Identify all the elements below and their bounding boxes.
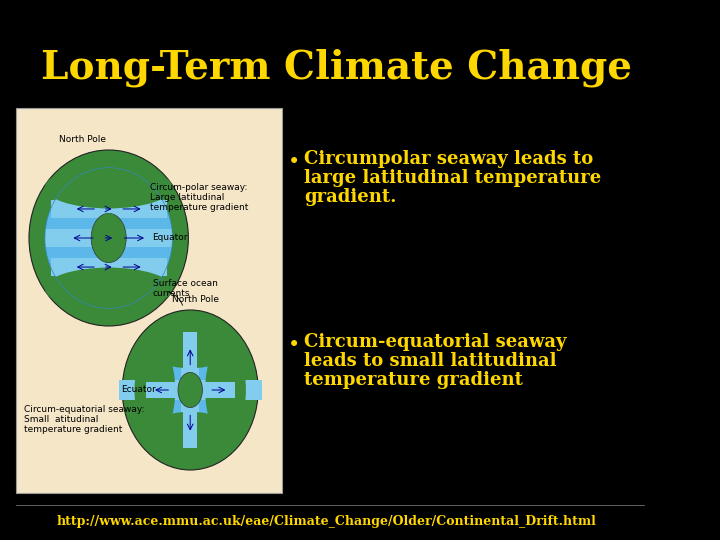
Text: Small  atitudinal: Small atitudinal xyxy=(24,415,98,424)
Text: Circumpolar seaway leads to: Circumpolar seaway leads to xyxy=(305,150,593,168)
Ellipse shape xyxy=(45,267,173,310)
Ellipse shape xyxy=(136,326,245,454)
Ellipse shape xyxy=(45,167,173,308)
Text: http://www.ace.mmu.ac.uk/eae/Climate_Change/Older/Continental_Drift.html: http://www.ace.mmu.ac.uk/eae/Climate_Cha… xyxy=(56,516,596,529)
Bar xyxy=(17,108,282,493)
Text: •: • xyxy=(288,152,300,172)
Bar xyxy=(50,200,167,218)
Ellipse shape xyxy=(45,166,173,208)
Text: Equator: Equator xyxy=(153,233,188,242)
Ellipse shape xyxy=(29,150,189,326)
Text: temperature gradient: temperature gradient xyxy=(24,426,122,434)
Bar xyxy=(45,229,173,247)
Ellipse shape xyxy=(135,342,175,438)
Bar xyxy=(181,326,199,454)
Ellipse shape xyxy=(91,213,126,262)
Text: leads to small latitudinal: leads to small latitudinal xyxy=(305,352,557,370)
Text: large latitudinal temperature: large latitudinal temperature xyxy=(305,169,602,187)
Text: currents: currents xyxy=(153,289,190,299)
Ellipse shape xyxy=(122,310,258,470)
Bar xyxy=(50,258,167,276)
Text: Ecuator: Ecuator xyxy=(121,385,156,394)
Bar xyxy=(184,333,197,448)
Ellipse shape xyxy=(97,213,120,241)
Text: •: • xyxy=(288,335,300,355)
Text: Circum-equatorial seaway:: Circum-equatorial seaway: xyxy=(24,406,144,414)
Bar xyxy=(119,380,261,400)
Bar xyxy=(145,382,235,398)
Ellipse shape xyxy=(145,325,235,368)
Text: Circum-polar seaway:: Circum-polar seaway: xyxy=(150,183,248,192)
Text: Circum-equatorial seaway: Circum-equatorial seaway xyxy=(305,333,567,351)
Ellipse shape xyxy=(145,412,235,455)
Text: North Pole: North Pole xyxy=(172,295,219,304)
Text: temperature gradient: temperature gradient xyxy=(305,371,523,389)
Ellipse shape xyxy=(205,342,246,438)
Text: Large latitudinal: Large latitudinal xyxy=(150,193,225,201)
Ellipse shape xyxy=(178,373,202,408)
Text: gradient.: gradient. xyxy=(305,188,397,206)
Text: North Pole: North Pole xyxy=(59,135,106,144)
Text: Surface ocean: Surface ocean xyxy=(153,279,217,288)
Text: Long-Term Climate Change: Long-Term Climate Change xyxy=(41,49,631,87)
Text: temperature gradient: temperature gradient xyxy=(150,202,248,212)
